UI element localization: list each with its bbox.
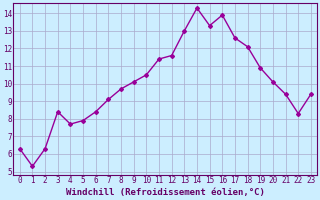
- X-axis label: Windchill (Refroidissement éolien,°C): Windchill (Refroidissement éolien,°C): [66, 188, 265, 197]
